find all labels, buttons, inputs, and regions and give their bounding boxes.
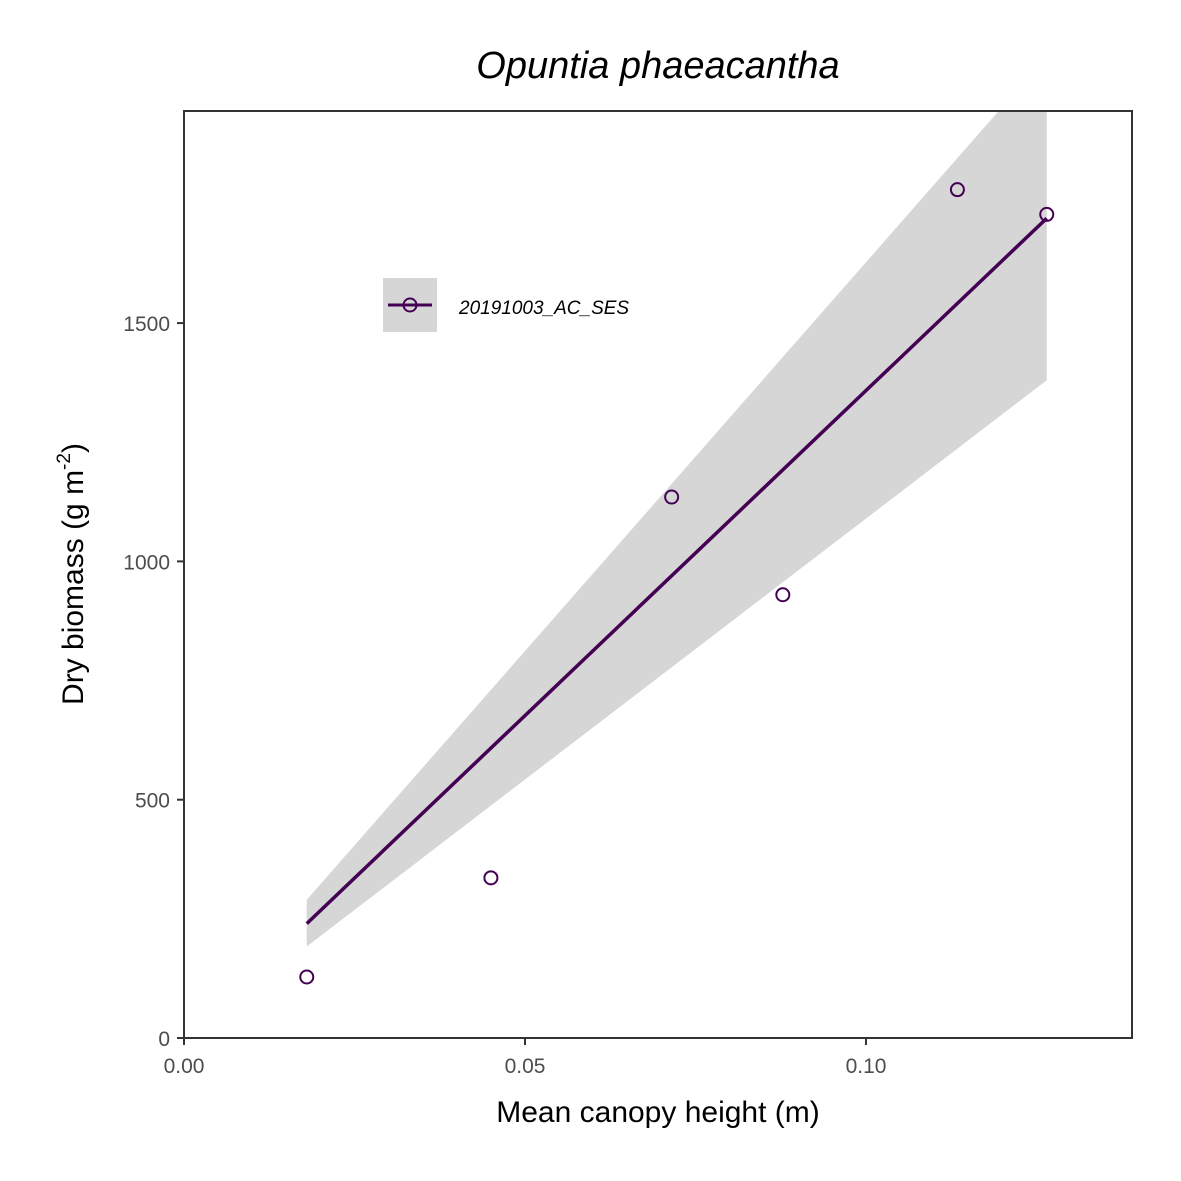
x-tick-label: 0.10	[846, 1055, 887, 1078]
y-tick-label: 1000	[123, 551, 170, 574]
chart-title: Opuntia phaeacantha	[476, 45, 839, 87]
y-tick-label: 500	[135, 790, 170, 813]
legend-label: 20191003_AC_SES	[458, 298, 629, 319]
data-point-3	[664, 489, 680, 505]
confidence-ribbon	[306, 111, 1047, 947]
regression-line	[305, 216, 1048, 925]
legend: 20191003_AC_SES	[383, 278, 629, 332]
panel-border	[183, 110, 1133, 1039]
data-point-5	[949, 182, 965, 198]
data-point-1	[299, 969, 315, 985]
data-point-6	[1039, 206, 1055, 222]
x-tick-label: 0.05	[505, 1055, 546, 1078]
y-axis-title-superscript: -2	[54, 453, 75, 470]
y-axis-title-main: Dry biomass (g m	[57, 470, 90, 705]
y-tick-label: 0	[158, 1028, 170, 1051]
data-point-2	[483, 870, 499, 886]
x-axis-title: Mean canopy height (m)	[496, 1096, 820, 1129]
y-axis-title-end: )	[57, 443, 90, 453]
y-tick-label: 1500	[123, 313, 170, 336]
data-point-4	[775, 587, 791, 603]
x-tick-label: 0.00	[164, 1055, 205, 1078]
plot-area	[299, 111, 1055, 985]
axes: 0.00 0.05 0.10 0 500 1000 1500	[123, 313, 886, 1078]
legend-key-point	[402, 297, 418, 313]
y-axis-title: Dry biomass (g m-2)	[54, 443, 90, 705]
